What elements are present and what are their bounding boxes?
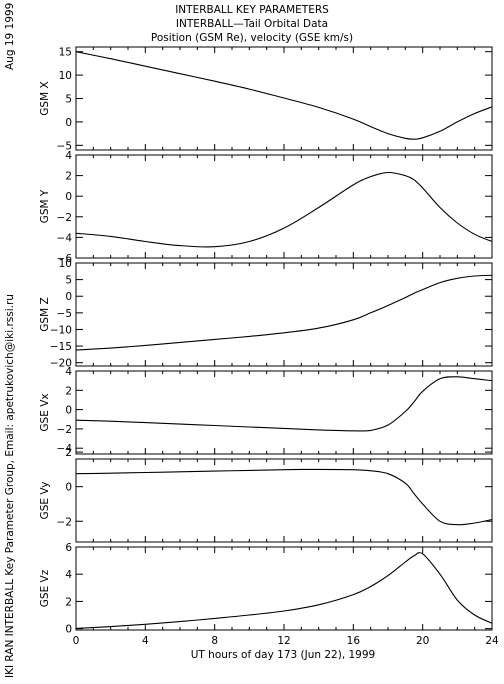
x-axis: 0 4 8 12 16 20 24 (73, 635, 499, 647)
panel-frame (75, 262, 493, 367)
y-tick-label: −6 (57, 253, 73, 265)
y-tick-label: −5 (57, 140, 72, 152)
y-tick-label: 0 (65, 191, 72, 203)
y-axis-label: GSM Z (39, 297, 51, 331)
panel-5: −2 0 2 GSE Vy (39, 447, 493, 543)
y-tick-label: 2 (65, 385, 72, 397)
y-axis-label: GSM Y (39, 189, 51, 223)
series-line (75, 171, 493, 248)
y-axis-label: GSE Vx (39, 393, 51, 431)
x-tick-label: 24 (485, 635, 499, 647)
y-tick-label: −5 (57, 308, 72, 320)
y-tick-label: 4 (65, 569, 72, 581)
y-tick-label: 5 (65, 94, 72, 106)
x-tick-label: 4 (142, 635, 149, 647)
chart-subtitle: INTERBALL—Tail Orbital Data (175, 18, 329, 30)
panel-2: −6 −4 −2 0 2 4 GSM Y (39, 150, 493, 265)
chart-caption: Position (GSM Re), velocity (GSE km/s) (150, 32, 354, 44)
chart-title: INTERBALL KEY PARAMETERS (175, 4, 329, 16)
y-tick-label: −20 (50, 358, 72, 370)
y-axis-label: GSE Vy (39, 482, 51, 520)
y-tick-label: −4 (57, 443, 73, 455)
y-tick-label: 0 (65, 624, 72, 636)
y-tick-label: 10 (59, 258, 72, 270)
x-tick-label: 8 (211, 635, 218, 647)
series-line (75, 274, 493, 351)
y-tick-label: 2 (65, 171, 72, 183)
side-date-label: Aug 19 1999 (4, 3, 16, 70)
y-tick-label: 0 (65, 482, 72, 494)
panel-frame (75, 546, 493, 631)
panel-frame (75, 370, 493, 455)
x-tick-label: 12 (277, 635, 290, 647)
y-tick-label: 2 (65, 596, 72, 608)
y-tick-label: 15 (59, 47, 72, 59)
y-tick-label: −4 (57, 232, 73, 244)
x-axis-label: UT hours of day 173 (Jun 22), 1999 (191, 649, 375, 661)
y-tick-label: 2 (65, 447, 72, 459)
x-tick-label: 0 (73, 635, 80, 647)
y-axis-label: GSM X (39, 81, 51, 115)
series-line (75, 51, 493, 140)
series-line (75, 468, 493, 526)
y-tick-label: 10 (59, 70, 72, 82)
y-tick-label: −2 (57, 424, 72, 436)
y-tick-label: 0 (65, 291, 72, 303)
y-tick-label: −15 (50, 341, 72, 353)
panel-4: −4 −2 0 2 4 GSE Vx (39, 366, 493, 455)
panel-3: −20 −15 −10 −5 0 5 10 GSM Z (39, 258, 493, 370)
y-tick-label: 4 (65, 150, 72, 162)
y-tick-label: 6 (65, 542, 72, 554)
y-tick-label: 5 (65, 275, 72, 287)
y-tick-label: 0 (65, 117, 72, 129)
panel-frame (75, 458, 493, 543)
side-credit-label: IKI RAN INTERBALL Key Parameter Group, E… (4, 294, 16, 678)
series-line (75, 552, 493, 629)
x-tick-label: 20 (416, 635, 429, 647)
y-tick-label: −10 (50, 324, 72, 336)
panel-6: 0 2 4 6 GSE Vz (39, 542, 493, 636)
y-tick-label: 0 (65, 405, 72, 417)
y-axis-label: GSE Vz (39, 569, 51, 607)
panel-1: −5 0 5 10 15 GSM X (39, 46, 493, 152)
panel-frame (75, 154, 493, 259)
series-line (75, 376, 493, 432)
y-tick-label: −2 (57, 516, 72, 528)
y-tick-label: 4 (65, 366, 72, 378)
y-tick-label: −2 (57, 212, 72, 224)
x-tick-label: 16 (347, 635, 361, 647)
